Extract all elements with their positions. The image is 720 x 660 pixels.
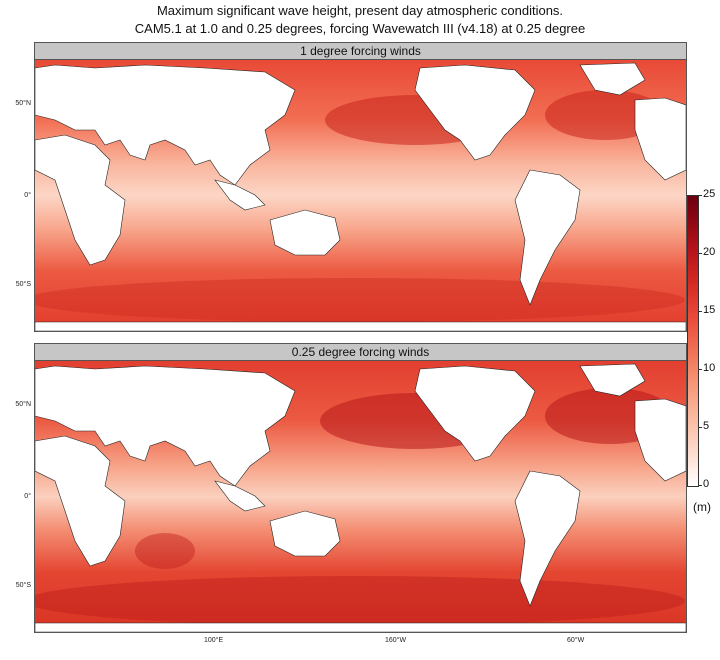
antarctica bbox=[35, 622, 686, 632]
colorbar-tick bbox=[698, 195, 702, 196]
lat-label-0-p1: 0° bbox=[24, 192, 31, 199]
land-masses bbox=[35, 363, 686, 632]
colorbar-tick bbox=[698, 427, 702, 428]
lat-label-0-p2: 0° bbox=[24, 493, 31, 500]
lon-label-160w: 160°W bbox=[385, 637, 407, 644]
panel-1-label: 1 degree forcing winds bbox=[35, 43, 686, 60]
lon-label-60w: 60°W bbox=[567, 637, 585, 644]
wave-height-map-1 bbox=[35, 60, 686, 331]
southern-ocean-storm-track bbox=[35, 576, 685, 626]
lat-label-50s-p2: 50°S bbox=[15, 582, 31, 589]
lat-label-50n-p1: 50°N bbox=[15, 100, 31, 107]
colorbar-tick bbox=[698, 253, 702, 254]
colorbar-label-5: 5 bbox=[703, 420, 710, 432]
panel-2-label: 0.25 degree forcing winds bbox=[35, 344, 686, 361]
southern-ocean-storm-track bbox=[35, 278, 685, 322]
colorbar-label-20: 20 bbox=[703, 246, 716, 258]
colorbar-label-10: 10 bbox=[703, 362, 716, 374]
figure-title-line1: Maximum significant wave height, present… bbox=[156, 3, 564, 18]
australia bbox=[269, 510, 341, 557]
panel-1-degree: 1 degree forcing winds bbox=[34, 42, 687, 332]
australia bbox=[269, 209, 341, 256]
lon-label-100e: 100°E bbox=[204, 637, 224, 644]
lat-label-50n-p2: 50°N bbox=[15, 401, 31, 408]
europe-africa-east bbox=[634, 97, 686, 181]
colorbar-tick bbox=[698, 311, 702, 312]
land-masses bbox=[35, 62, 686, 331]
europe-africa-east bbox=[634, 398, 686, 482]
colorbar-tick bbox=[698, 485, 702, 486]
colorbar bbox=[687, 195, 699, 487]
south-america bbox=[514, 470, 581, 607]
antarctica bbox=[35, 321, 686, 331]
africa bbox=[35, 435, 126, 567]
eurasia bbox=[35, 64, 296, 186]
africa bbox=[35, 134, 126, 266]
greenland bbox=[579, 363, 646, 397]
colorbar-label-25: 25 bbox=[703, 188, 716, 200]
colorbar-label-0: 0 bbox=[703, 478, 710, 490]
eurasia bbox=[35, 365, 296, 487]
colorbar-tick bbox=[698, 369, 702, 370]
indian-ocean-cyclone-tracks bbox=[135, 533, 195, 569]
lat-label-50s-p1: 50°S bbox=[15, 281, 31, 288]
maritime-continent bbox=[214, 179, 266, 211]
north-america bbox=[414, 365, 536, 462]
figure-title-line2: CAM5.1 at 1.0 and 0.25 degrees, forcing … bbox=[134, 21, 586, 36]
maritime-continent bbox=[214, 480, 266, 512]
north-america bbox=[414, 64, 536, 161]
south-america bbox=[514, 169, 581, 306]
greenland bbox=[579, 62, 646, 96]
panel-025-degree: 0.25 degree forcing winds bbox=[34, 343, 687, 633]
wave-height-map-2 bbox=[35, 361, 686, 632]
colorbar-label-15: 15 bbox=[703, 304, 716, 316]
colorbar-unit: (m) bbox=[693, 500, 711, 514]
